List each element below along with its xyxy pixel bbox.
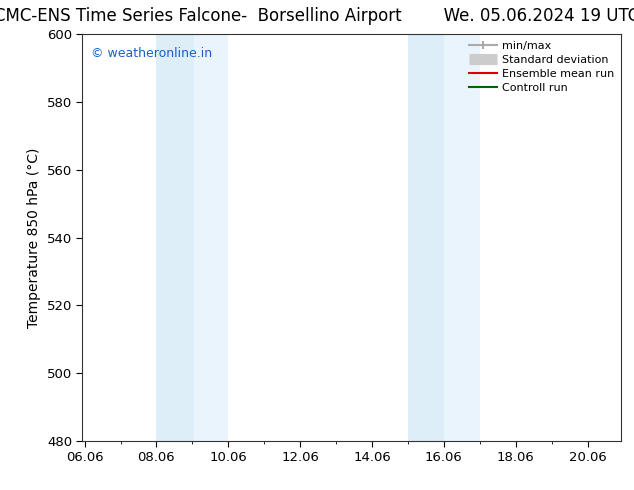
Y-axis label: Temperature 850 hPa (°C): Temperature 850 hPa (°C) [27, 147, 41, 328]
Text: CMC-ENS Time Series Falcone-  Borsellino Airport        We. 05.06.2024 19 UTC: CMC-ENS Time Series Falcone- Borsellino … [0, 7, 634, 25]
Bar [408, 34, 444, 441]
Legend: min/max, Standard deviation, Ensemble mean run, Controll run: min/max, Standard deviation, Ensemble me… [465, 37, 619, 97]
Bar [157, 34, 194, 441]
Text: © weatheronline.in: © weatheronline.in [91, 47, 212, 59]
Bar [194, 34, 228, 441]
Bar [444, 34, 480, 441]
